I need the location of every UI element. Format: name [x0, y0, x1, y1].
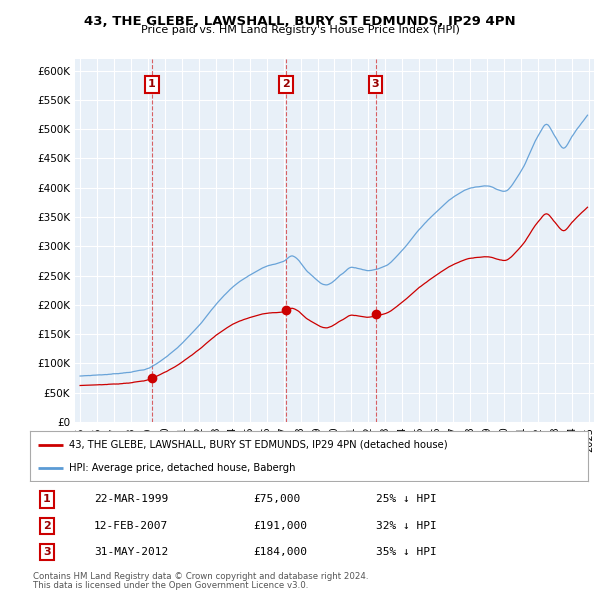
Text: 1: 1 [43, 494, 50, 504]
Text: 32% ↓ HPI: 32% ↓ HPI [376, 521, 437, 530]
Text: 2: 2 [43, 521, 50, 530]
Text: Price paid vs. HM Land Registry's House Price Index (HPI): Price paid vs. HM Land Registry's House … [140, 25, 460, 35]
Text: 25% ↓ HPI: 25% ↓ HPI [376, 494, 437, 504]
Text: £191,000: £191,000 [253, 521, 307, 530]
Text: £184,000: £184,000 [253, 547, 307, 557]
Text: This data is licensed under the Open Government Licence v3.0.: This data is licensed under the Open Gov… [33, 581, 308, 590]
Text: 43, THE GLEBE, LAWSHALL, BURY ST EDMUNDS, IP29 4PN: 43, THE GLEBE, LAWSHALL, BURY ST EDMUNDS… [84, 15, 516, 28]
Text: 1: 1 [148, 80, 155, 90]
Text: 31-MAY-2012: 31-MAY-2012 [94, 547, 169, 557]
Text: 3: 3 [43, 547, 50, 557]
Text: 43, THE GLEBE, LAWSHALL, BURY ST EDMUNDS, IP29 4PN (detached house): 43, THE GLEBE, LAWSHALL, BURY ST EDMUNDS… [69, 440, 448, 450]
Text: HPI: Average price, detached house, Babergh: HPI: Average price, detached house, Babe… [69, 463, 296, 473]
Text: 2: 2 [282, 80, 290, 90]
Text: Contains HM Land Registry data © Crown copyright and database right 2024.: Contains HM Land Registry data © Crown c… [33, 572, 368, 581]
Text: 22-MAR-1999: 22-MAR-1999 [94, 494, 169, 504]
Text: 35% ↓ HPI: 35% ↓ HPI [376, 547, 437, 557]
Text: 12-FEB-2007: 12-FEB-2007 [94, 521, 169, 530]
Text: £75,000: £75,000 [253, 494, 301, 504]
Text: 3: 3 [372, 80, 379, 90]
